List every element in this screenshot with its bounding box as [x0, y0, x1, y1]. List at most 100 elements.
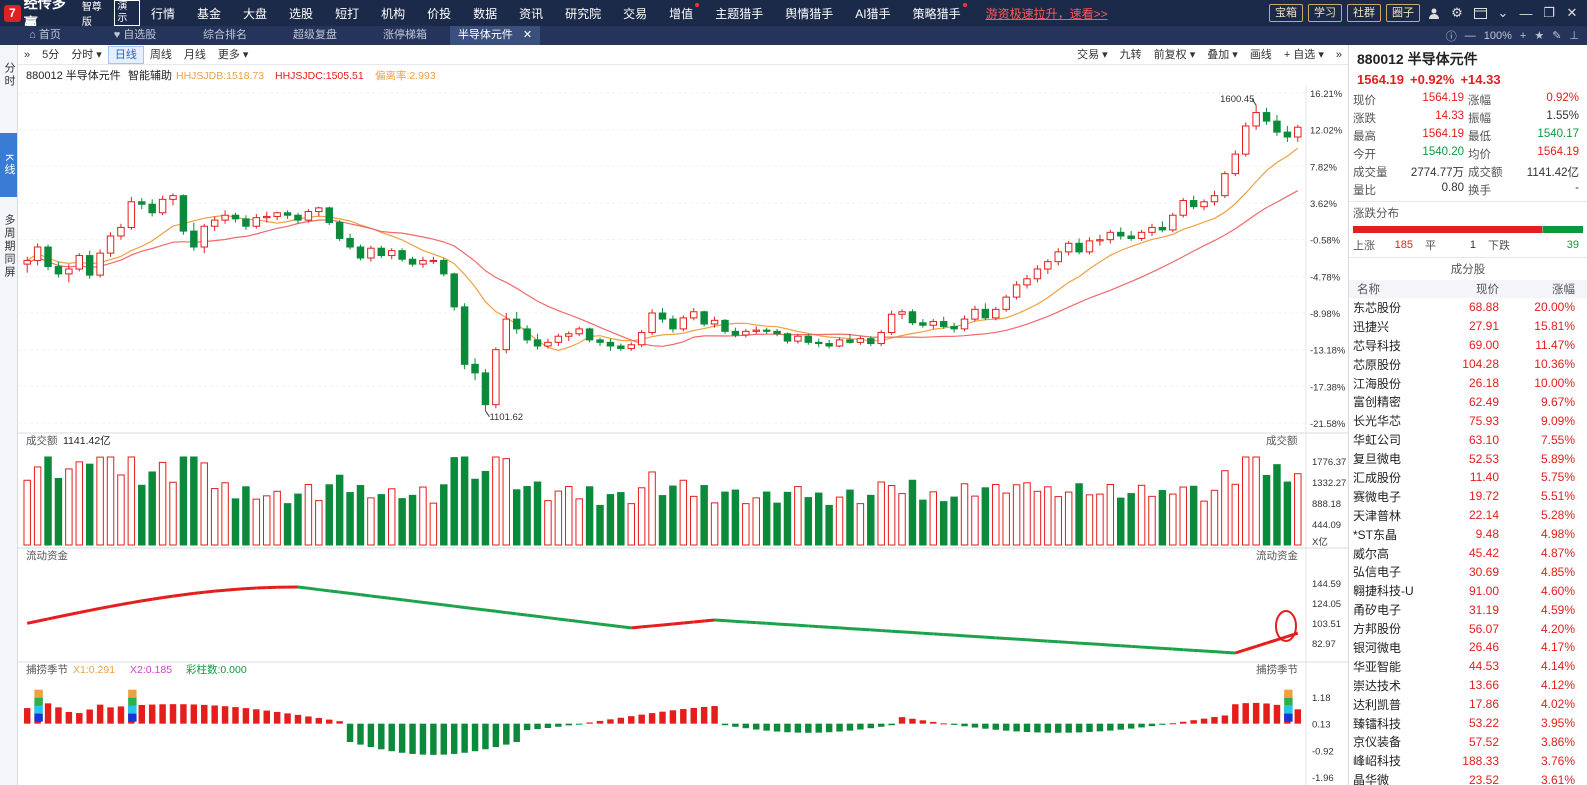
menu-item-13[interactable]: 舆情猎手 — [785, 6, 834, 21]
menu-item-6[interactable]: 价投 — [427, 6, 452, 21]
candle-body — [1273, 120, 1281, 133]
restore-icon[interactable]: ❐ — [1543, 5, 1555, 20]
minimize-icon[interactable]: — — [1519, 5, 1533, 21]
tab-close-icon[interactable]: ✕ — [522, 29, 533, 41]
menu-item-8[interactable]: 资讯 — [519, 6, 544, 21]
component-row[interactable]: 晶华微 23.52 3.61% — [1349, 770, 1587, 785]
component-row[interactable]: 芯原股份 104.28 10.36% — [1349, 355, 1587, 374]
tab-home[interactable]: ⌂ 首页 — [0, 26, 90, 45]
trade-button[interactable]: 交易 ▾ — [1077, 48, 1108, 61]
period-weekly[interactable]: 周线 — [149, 48, 172, 61]
menu-item-3[interactable]: 选股 — [289, 6, 314, 21]
community-button[interactable]: 社群 — [1347, 4, 1381, 22]
chevron-down-icon[interactable]: ⌄ — [1497, 5, 1509, 20]
menu-item-12[interactable]: 主题猎手 — [715, 6, 764, 21]
component-row[interactable]: 臻镭科技 53.22 3.95% — [1349, 714, 1587, 733]
menu-item-15[interactable]: 策略猎手 — [902, 2, 972, 22]
period-5min[interactable]: 5分 — [42, 48, 60, 61]
menu-item-0[interactable]: 行情 — [151, 6, 176, 21]
component-row[interactable]: 弘信电子 30.69 4.85% — [1349, 562, 1587, 581]
menu-item-5[interactable]: 机构 — [381, 6, 406, 21]
header-pct[interactable]: 涨幅 — [1552, 284, 1575, 296]
nine-turn-button[interactable]: 九转 — [1119, 48, 1142, 61]
tab-replay[interactable]: 超级复盘 — [293, 29, 337, 41]
component-row[interactable]: 江海股份 26.18 10.00% — [1349, 374, 1587, 393]
menu-item-14[interactable]: AI猎手 — [855, 6, 891, 21]
component-row[interactable]: 翱捷科技-U 91.00 4.60% — [1349, 581, 1587, 600]
quote-label: 最低 — [1468, 131, 1491, 143]
zoom-in-icon[interactable]: + — [1519, 29, 1527, 42]
treasure-box-button[interactable]: 宝箱 — [1269, 4, 1303, 22]
learn-button[interactable]: 学习 — [1308, 4, 1342, 22]
nav-multi-period[interactable]: 多周期同屏 — [3, 213, 15, 279]
menu-item-9[interactable]: 研究院 — [565, 6, 602, 21]
menu-item-7[interactable]: 数据 — [473, 6, 498, 21]
add-watch-button[interactable]: + 自选 ▾ — [1283, 48, 1324, 61]
header-price[interactable]: 现价 — [1476, 284, 1499, 296]
component-row[interactable]: 复旦微电 52.53 5.89% — [1349, 449, 1587, 468]
expand-icon[interactable]: » — [24, 48, 31, 61]
pin-icon[interactable]: ⊥ — [1569, 30, 1579, 42]
tab-watchlist[interactable]: ♥ 自选股 — [90, 26, 180, 45]
component-row[interactable]: 芯导科技 69.00 11.47% — [1349, 336, 1587, 355]
tab-semiconductor[interactable]: 半导体元件 ✕ — [450, 26, 540, 45]
circle-button[interactable]: 圈子 — [1386, 4, 1420, 22]
period-daily[interactable]: 日线 — [107, 45, 144, 64]
pen-icon[interactable]: ✎ — [1552, 30, 1562, 42]
app-logo[interactable]: 7 经传多赢 智尊版 演示 — [0, 0, 140, 33]
nav-intraday[interactable]: 分时 — [3, 62, 15, 88]
draw-line-button[interactable]: 画线 — [1249, 48, 1272, 61]
component-row[interactable]: 京仪装备 57.52 3.86% — [1349, 732, 1587, 751]
period-more[interactable]: 更多 ▾ — [217, 48, 249, 61]
header-name[interactable]: 名称 — [1357, 284, 1380, 296]
kline-chart[interactable]: 880012 半导体元件 智能辅助 HHJSJDB:1518.73 HHJSJD… — [18, 65, 1348, 785]
menu-item-2[interactable]: 大盘 — [243, 6, 268, 21]
chart-canvas[interactable]: 880012 半导体元件 智能辅助 HHJSJDB:1518.73 HHJSJD… — [18, 65, 1348, 785]
component-row[interactable]: 银河微电 26.46 4.17% — [1349, 638, 1587, 657]
gear-icon[interactable]: ⚙ — [1451, 5, 1463, 20]
component-row[interactable]: 长光华芯 75.93 9.09% — [1349, 411, 1587, 430]
nav-kline[interactable]: K线 — [0, 133, 17, 197]
period-monthly[interactable]: 月线 — [183, 48, 206, 61]
tab-ranking[interactable]: 综合排名 — [203, 29, 247, 41]
collapse-icon[interactable]: » — [1335, 48, 1342, 61]
tab-limit-up[interactable]: 涨停梯箱 — [383, 29, 427, 41]
candle-body — [304, 211, 313, 221]
overlay-button[interactable]: 叠加 ▾ — [1207, 48, 1238, 61]
component-row[interactable]: 华虹公司 63.10 7.55% — [1349, 430, 1587, 449]
close-icon[interactable]: ✕ — [1566, 5, 1578, 20]
component-row[interactable]: 峰岹科技 188.33 3.76% — [1349, 751, 1587, 770]
component-row[interactable]: 富创精密 62.49 9.67% — [1349, 392, 1587, 411]
star-icon[interactable]: ★ — [1534, 30, 1545, 42]
component-row[interactable]: 赛微电子 19.72 5.51% — [1349, 487, 1587, 506]
component-change: 3.95% — [1540, 716, 1575, 731]
menu-item-4[interactable]: 短打 — [335, 6, 360, 21]
menu-item-11[interactable]: 增值 — [658, 2, 704, 22]
component-row[interactable]: 华亚智能 44.53 4.14% — [1349, 657, 1587, 676]
component-row[interactable]: 方邦股份 56.07 4.20% — [1349, 619, 1587, 638]
promo-link[interactable]: 游资极速拉升，速看>> — [985, 6, 1108, 21]
component-name: 甬矽电子 — [1353, 603, 1402, 618]
info-icon[interactable]: ⓘ — [1445, 30, 1457, 43]
menu-item-10[interactable]: 交易 — [623, 6, 648, 21]
window-layout-icon[interactable] — [1471, 4, 1489, 22]
stock-title: 880012 半导体元件 — [1357, 51, 1478, 67]
volume-bar — [1200, 500, 1208, 546]
component-row[interactable]: 甬矽电子 31.19 4.59% — [1349, 600, 1587, 619]
candle-body — [377, 247, 386, 257]
component-row[interactable]: 东芯股份 68.88 20.00% — [1349, 298, 1587, 317]
adjust-button[interactable]: 前复权 ▾ — [1153, 48, 1196, 61]
menu-item-1[interactable]: 基金 — [197, 6, 222, 21]
component-row[interactable]: *ST东晶 9.48 4.98% — [1349, 525, 1587, 544]
heart-icon: ♥ — [113, 29, 124, 41]
user-icon[interactable] — [1425, 4, 1443, 22]
component-row[interactable]: 天津普林 22.14 5.28% — [1349, 506, 1587, 525]
component-row[interactable]: 威尔高 45.42 4.87% — [1349, 544, 1587, 563]
zoom-out-icon[interactable]: — — [1464, 29, 1476, 42]
component-row[interactable]: 崇达技术 13.66 4.12% — [1349, 676, 1587, 695]
component-row[interactable]: 汇成股份 11.40 5.75% — [1349, 468, 1587, 487]
assist-toggle[interactable]: 智能辅助 — [128, 68, 172, 82]
component-row[interactable]: 迅捷兴 27.91 15.81% — [1349, 317, 1587, 336]
component-row[interactable]: 达利凯普 17.86 4.02% — [1349, 695, 1587, 714]
period-intraday[interactable]: 分时 ▾ — [71, 48, 102, 61]
